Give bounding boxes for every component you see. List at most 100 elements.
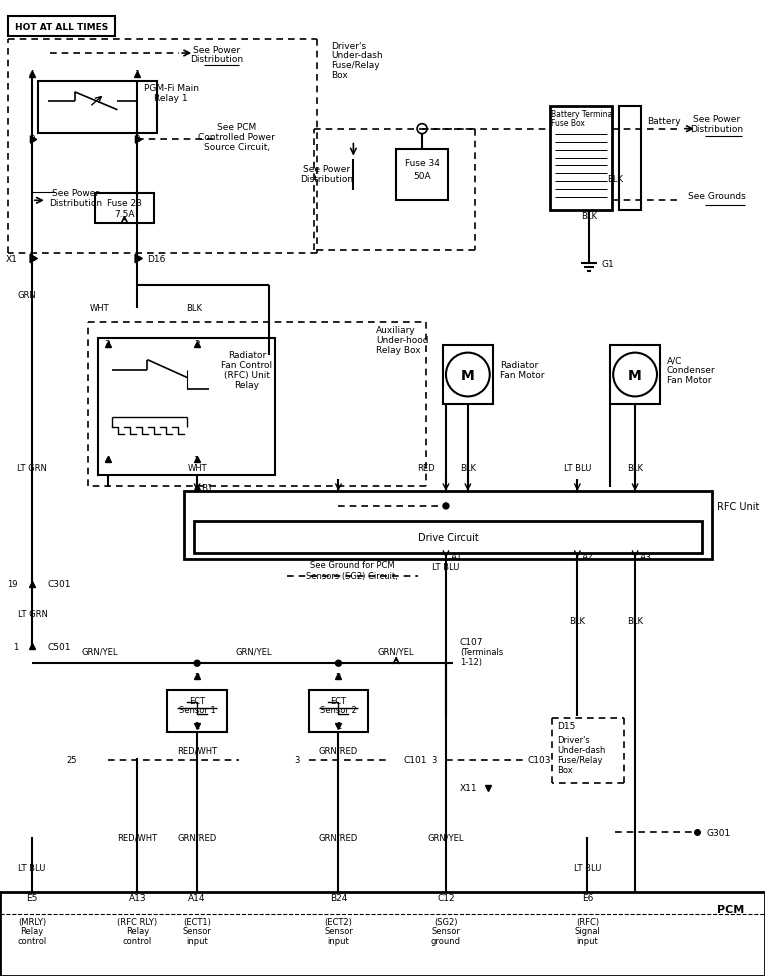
Text: ECT: ECT: [189, 695, 205, 705]
Text: Fuse/Relay: Fuse/Relay: [558, 755, 603, 765]
Text: RFC Unit: RFC Unit: [717, 502, 759, 511]
Text: LT GRN: LT GRN: [18, 609, 48, 618]
Text: Source Circuit,: Source Circuit,: [204, 143, 270, 152]
Text: C501: C501: [48, 643, 71, 651]
Text: C103: C103: [528, 755, 551, 765]
Text: Fan Control: Fan Control: [221, 361, 273, 370]
Text: 2: 2: [134, 135, 141, 144]
Text: C107: C107: [460, 637, 483, 646]
Text: X1: X1: [6, 254, 18, 263]
Text: HOT AT ALL TIMES: HOT AT ALL TIMES: [15, 22, 108, 31]
Bar: [611, 345, 660, 405]
Text: Distribution: Distribution: [190, 56, 243, 65]
Text: GRN: GRN: [18, 291, 37, 300]
Text: LT BLU: LT BLU: [574, 863, 601, 871]
Text: input: input: [186, 937, 208, 946]
Text: See Grounds: See Grounds: [688, 192, 746, 200]
Text: ground: ground: [431, 937, 461, 946]
Text: Fan Motor: Fan Motor: [500, 371, 545, 379]
Text: See Ground for PCM: See Ground for PCM: [310, 560, 395, 569]
Text: M: M: [628, 368, 642, 382]
Text: Distribution: Distribution: [300, 175, 353, 184]
Text: control: control: [123, 937, 152, 946]
Text: 3: 3: [29, 135, 35, 144]
Text: 50A: 50A: [413, 172, 431, 181]
Text: Radiator: Radiator: [500, 361, 538, 370]
Text: Relay Box: Relay Box: [376, 346, 421, 355]
Text: (ECT1): (ECT1): [183, 916, 211, 925]
Bar: [38, 82, 157, 133]
Text: BLK: BLK: [186, 304, 202, 313]
Text: input: input: [328, 937, 349, 946]
Text: RED: RED: [417, 464, 435, 472]
Text: See Power: See Power: [694, 115, 740, 124]
Text: Sensor 2: Sensor 2: [320, 706, 357, 715]
Text: Relay: Relay: [234, 380, 260, 389]
Text: Fan Motor: Fan Motor: [667, 376, 711, 384]
Text: B1: B1: [201, 483, 213, 492]
Text: BLK: BLK: [627, 616, 643, 625]
Text: Relay: Relay: [20, 926, 44, 936]
Text: PCM: PCM: [717, 904, 745, 914]
Text: 2: 2: [194, 672, 200, 681]
Text: A13: A13: [128, 893, 146, 902]
Text: C301: C301: [48, 580, 71, 589]
Text: GRN/RED: GRN/RED: [177, 833, 217, 842]
Text: C12: C12: [437, 893, 455, 902]
Text: Controlled Power: Controlled Power: [198, 133, 276, 142]
Text: Relay 1: Relay 1: [154, 94, 188, 104]
Text: D16: D16: [147, 254, 166, 263]
Text: See Power: See Power: [194, 45, 240, 55]
Text: BLK: BLK: [627, 464, 643, 472]
Text: RED/WHT: RED/WHT: [118, 833, 157, 842]
Circle shape: [336, 660, 342, 666]
Text: G301: G301: [707, 828, 731, 837]
Text: Under-dash: Under-dash: [332, 52, 383, 61]
Text: Relay: Relay: [126, 926, 149, 936]
Bar: [167, 690, 227, 733]
Text: LT BLU: LT BLU: [18, 863, 45, 871]
Bar: [194, 521, 702, 554]
Text: RED/WHT: RED/WHT: [177, 745, 217, 755]
Text: Fuse Box: Fuse Box: [551, 119, 585, 128]
Text: LT GRN: LT GRN: [17, 464, 47, 472]
Text: (Terminals: (Terminals: [460, 647, 503, 656]
Text: 3: 3: [432, 755, 437, 765]
Text: (RFC): (RFC): [576, 916, 599, 925]
Text: 1-12): 1-12): [460, 657, 482, 666]
Text: 1: 1: [194, 722, 200, 731]
Text: M: M: [461, 368, 475, 382]
Bar: [184, 492, 712, 559]
Text: 3: 3: [104, 339, 111, 349]
Text: A2: A2: [582, 553, 594, 561]
Text: (RFC RLY): (RFC RLY): [118, 916, 157, 925]
Text: 1: 1: [12, 643, 18, 651]
Text: 3: 3: [294, 755, 300, 765]
Bar: [443, 345, 493, 405]
Text: (SG2): (SG2): [434, 916, 458, 925]
Text: Sensors (SG2) Circuit,: Sensors (SG2) Circuit,: [306, 571, 399, 581]
Text: control: control: [17, 937, 47, 946]
Text: Sensor: Sensor: [324, 926, 353, 936]
Text: A1: A1: [451, 553, 463, 561]
Text: See PCM: See PCM: [217, 123, 257, 132]
Text: Box: Box: [558, 766, 573, 775]
Text: BLK: BLK: [569, 616, 585, 625]
Text: 1: 1: [134, 70, 141, 79]
Text: E6: E6: [581, 893, 593, 902]
Text: Under-dash: Under-dash: [558, 745, 606, 755]
Text: Auxiliary: Auxiliary: [376, 326, 416, 334]
Text: D15: D15: [558, 722, 576, 731]
Text: ECT: ECT: [330, 695, 346, 705]
Text: GRN/YEL: GRN/YEL: [236, 647, 272, 656]
Text: A14: A14: [188, 893, 206, 902]
Text: GRN/YEL: GRN/YEL: [428, 833, 464, 842]
Text: Under-hood: Under-hood: [376, 335, 429, 345]
Text: PGM-Fi Main: PGM-Fi Main: [144, 84, 199, 93]
Text: See Power: See Power: [52, 189, 99, 198]
Text: GRN/YEL: GRN/YEL: [378, 647, 415, 656]
Text: (ECT2): (ECT2): [325, 916, 353, 925]
Text: C101: C101: [403, 755, 427, 765]
Text: 25: 25: [66, 755, 77, 765]
Text: GRN/RED: GRN/RED: [319, 833, 358, 842]
